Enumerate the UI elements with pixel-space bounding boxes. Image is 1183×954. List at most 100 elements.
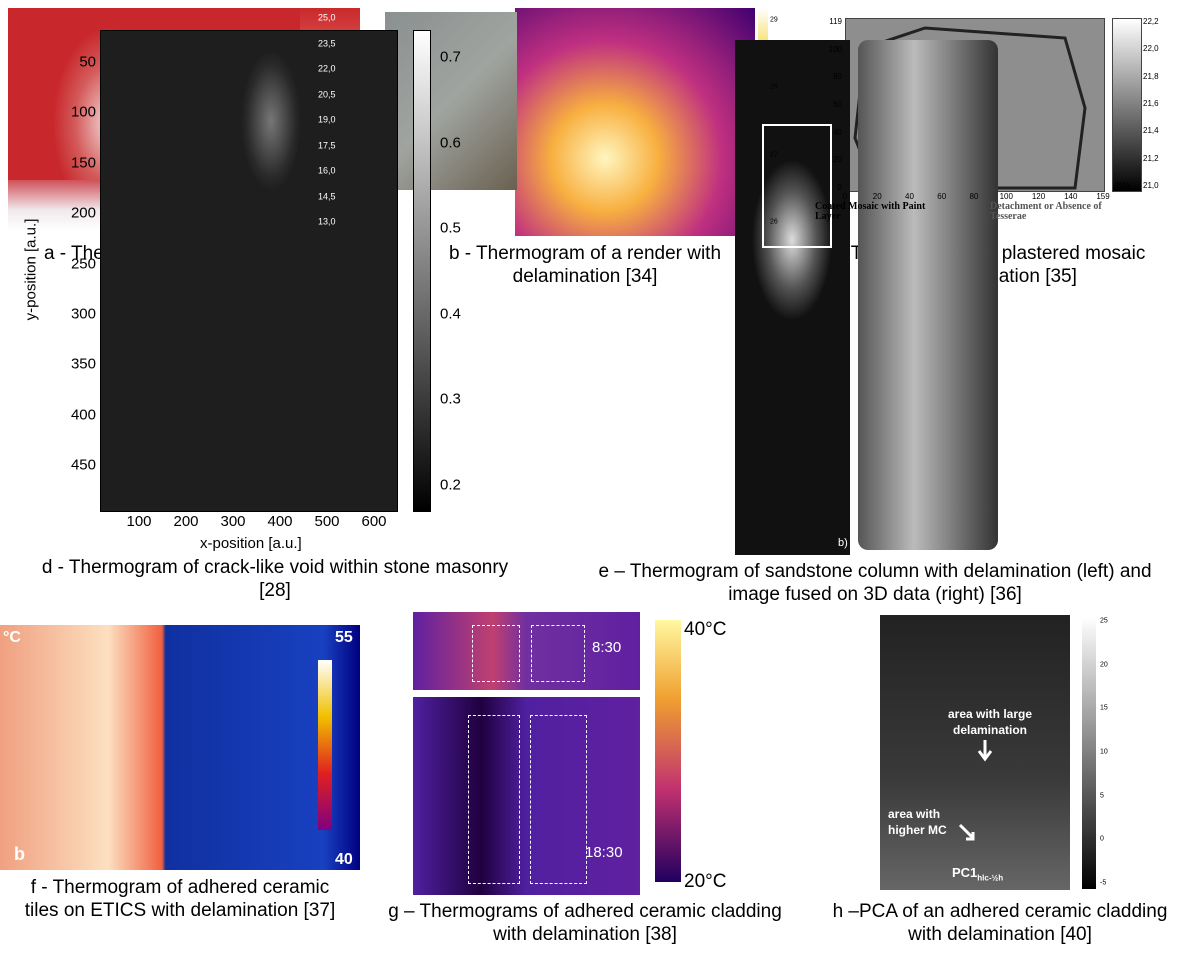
annotation: Detachment or Absence of Tesserae	[990, 202, 1140, 222]
scale-label: -5	[1100, 880, 1106, 887]
scale-label: 0.2	[440, 478, 461, 493]
caption: e – Thermogram of sandstone column with …	[570, 560, 1180, 606]
pc: PC1	[952, 865, 977, 880]
x-tick-label: 80	[970, 193, 979, 201]
scale-label: 5	[1100, 792, 1104, 799]
y-tick-label: 80	[833, 73, 842, 81]
caption: h –PCA of an adhered ceramic cladding wi…	[820, 900, 1180, 946]
scale-label: 0.4	[440, 306, 461, 321]
scale-label: 0	[1100, 836, 1104, 843]
scale-unit: B/W	[1116, 182, 1131, 190]
x-tick-label: 100	[126, 514, 151, 529]
thermogram-f	[0, 625, 360, 870]
x-tick-label: 120	[1032, 193, 1045, 201]
y-tick-label: 0	[838, 184, 842, 192]
scale-label: 13,0	[318, 218, 336, 227]
max: 40°C	[684, 620, 726, 639]
scale-label: 21,6	[1143, 100, 1159, 108]
y-tick-label: 60	[833, 101, 842, 109]
figure: a - Thermogram of a render with delamina…	[0, 0, 1183, 954]
thermogram-b	[515, 8, 755, 236]
sublabel: b)	[838, 538, 848, 549]
scale-label: 20,5	[318, 90, 336, 99]
y-axis-label: y-position [a.u.]	[23, 219, 38, 321]
x-tick-label: 140	[1064, 193, 1077, 201]
y-tick-label: 450	[71, 458, 96, 473]
scale-label: 25,0	[318, 14, 336, 23]
scale-label: 19,0	[318, 116, 336, 125]
caption: b - Thermogram of a render with delamina…	[400, 242, 770, 288]
x-tick-label: 500	[314, 514, 339, 529]
y-tick-label: 200	[71, 206, 96, 221]
y-tick-label: 100	[71, 105, 96, 120]
thermogram-g-bottom	[413, 697, 640, 895]
unit: °C	[3, 630, 21, 646]
thermogram-e	[735, 40, 850, 555]
y-tick-label: 50	[79, 55, 96, 70]
scale-label: 22,2	[1143, 18, 1159, 26]
x-tick-label: 600	[361, 514, 386, 529]
scale-label: 10	[1100, 749, 1108, 756]
max: 55	[335, 630, 353, 646]
x-tick-label: 400	[267, 514, 292, 529]
colorbar-g	[655, 620, 681, 882]
scale-label: 0.6	[440, 135, 461, 150]
min: 20°C	[684, 872, 726, 891]
colorbar-c	[1112, 18, 1142, 192]
scale-label: 14,5	[318, 192, 336, 201]
y-tick-label: 400	[71, 407, 96, 422]
colorbar-f	[318, 660, 332, 830]
column-3d	[858, 40, 998, 550]
scale-label: 22,0	[318, 65, 336, 74]
y-tick-label: 100	[829, 46, 842, 54]
caption: f - Thermogram of adhered ceramic tiles …	[20, 876, 340, 922]
annotation: Coated Mosaic with Paint Layer	[815, 202, 935, 222]
scale-label: 21,4	[1143, 127, 1159, 135]
time: 18:30	[585, 845, 623, 860]
colorbar-d	[413, 30, 431, 512]
scale-label: 15	[1100, 705, 1108, 712]
y-tick-label: 250	[71, 256, 96, 271]
y-tick-label: 150	[71, 155, 96, 170]
scale-label: 21,8	[1143, 73, 1159, 81]
scale-label: 0.5	[440, 221, 461, 236]
pc-label: PC1hlc-½h	[952, 866, 1003, 883]
arrows	[880, 615, 1070, 890]
x-tick-label: 300	[220, 514, 245, 529]
pc-sub: hlc-½h	[977, 874, 1003, 883]
y-tick-label: 40	[833, 129, 842, 137]
scale-label: 0.7	[440, 50, 461, 65]
min: 40	[335, 852, 353, 868]
scale-label: 25	[1100, 618, 1108, 625]
scale-label: 29	[770, 17, 778, 24]
scale-label: 27	[770, 151, 778, 158]
scale-label: 21,0	[1143, 182, 1159, 190]
time: 8:30	[592, 640, 621, 655]
scale-label: 22,0	[1143, 45, 1159, 53]
dash-box	[531, 625, 585, 682]
y-tick-label: 119	[829, 18, 842, 26]
scale-label: 20	[1100, 661, 1108, 668]
x-tick-label: 159	[1096, 193, 1109, 201]
thermogram-d	[100, 30, 398, 512]
dash-box	[468, 715, 520, 884]
x-axis-label: x-position [a.u.]	[200, 536, 302, 551]
photo-b	[385, 12, 517, 190]
x-tick-label: 20	[873, 193, 882, 201]
caption: d - Thermogram of crack-like void within…	[30, 556, 520, 602]
sublabel: b	[14, 845, 25, 863]
x-tick-label: 0	[843, 193, 847, 201]
y-tick-label: 300	[71, 306, 96, 321]
x-tick-label: 100	[1000, 193, 1013, 201]
colorbar-h	[1082, 617, 1096, 889]
x-tick-label: 40	[905, 193, 914, 201]
dash-box	[472, 625, 520, 682]
scale-label: 0.3	[440, 392, 461, 407]
scale-label: 21,2	[1143, 155, 1159, 163]
caption: g – Thermograms of adhered ceramic cladd…	[385, 900, 785, 946]
dash-box	[530, 715, 587, 884]
highlight-box	[762, 124, 832, 248]
scale-label: 16,0	[318, 167, 336, 176]
x-tick-label: 60	[937, 193, 946, 201]
x-tick-label: 200	[173, 514, 198, 529]
